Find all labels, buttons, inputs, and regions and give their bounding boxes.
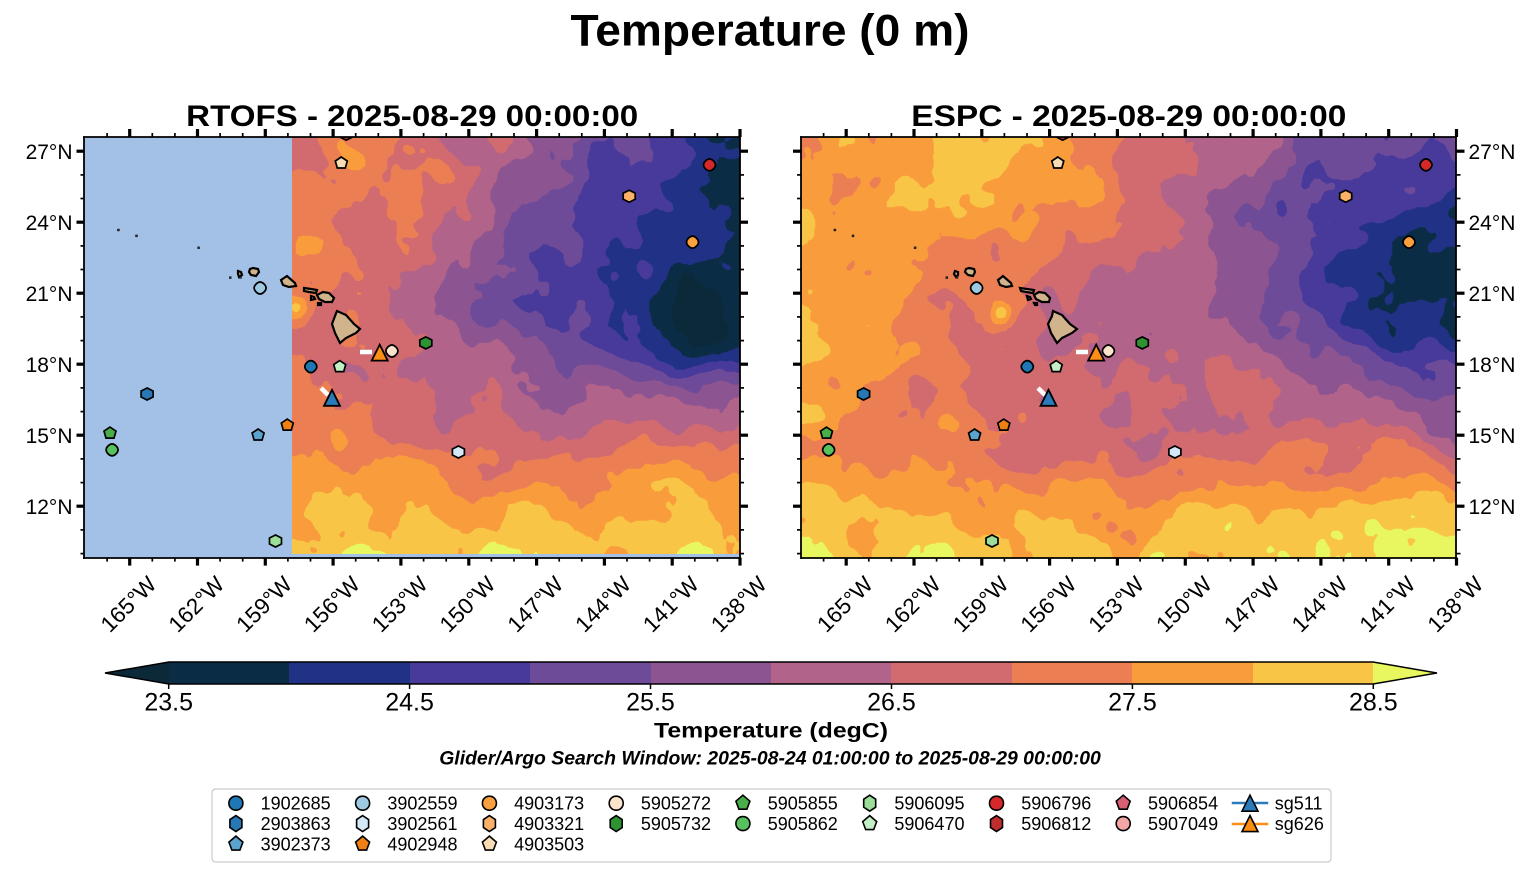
svg-text:24°N: 24°N xyxy=(1469,212,1516,235)
svg-text:15°N: 15°N xyxy=(1469,425,1516,448)
svg-text:sg511: sg511 xyxy=(1275,794,1323,814)
svg-text:27.5: 27.5 xyxy=(1108,689,1157,717)
svg-text:5906095: 5906095 xyxy=(894,794,964,814)
svg-text:24.5: 24.5 xyxy=(385,689,434,717)
svg-text:3902559: 3902559 xyxy=(387,794,457,814)
svg-text:25.5: 25.5 xyxy=(626,689,675,717)
svg-text:12°N: 12°N xyxy=(26,496,73,519)
svg-text:27°N: 27°N xyxy=(26,141,73,164)
svg-text:5906812: 5906812 xyxy=(1021,814,1091,834)
svg-text:28.5: 28.5 xyxy=(1349,689,1398,717)
svg-text:26.5: 26.5 xyxy=(867,689,916,717)
svg-text:4903173: 4903173 xyxy=(514,794,584,814)
svg-text:5905855: 5905855 xyxy=(768,794,838,814)
svg-text:24°N: 24°N xyxy=(26,212,73,235)
svg-text:ESPC - 2025-08-29 00:00:00: ESPC - 2025-08-29 00:00:00 xyxy=(911,100,1346,133)
svg-text:15°N: 15°N xyxy=(26,425,73,448)
svg-text:RTOFS - 2025-08-29 00:00:00: RTOFS - 2025-08-29 00:00:00 xyxy=(186,100,638,133)
svg-text:Temperature (degC): Temperature (degC) xyxy=(654,718,888,742)
svg-text:Temperature (0 m): Temperature (0 m) xyxy=(571,7,970,56)
svg-text:21°N: 21°N xyxy=(1469,283,1516,306)
svg-text:5906854: 5906854 xyxy=(1148,794,1218,814)
svg-text:4902948: 4902948 xyxy=(387,835,457,855)
svg-text:4903503: 4903503 xyxy=(514,835,584,855)
svg-text:2903863: 2903863 xyxy=(261,814,331,834)
svg-text:23.5: 23.5 xyxy=(144,689,193,717)
svg-text:21°N: 21°N xyxy=(26,283,73,306)
svg-text:5906796: 5906796 xyxy=(1021,794,1091,814)
svg-text:5905732: 5905732 xyxy=(641,814,711,834)
svg-text:sg626: sg626 xyxy=(1275,814,1324,834)
svg-text:4903321: 4903321 xyxy=(514,814,584,834)
svg-text:5905272: 5905272 xyxy=(641,794,711,814)
svg-text:18°N: 18°N xyxy=(1469,354,1516,377)
svg-text:12°N: 12°N xyxy=(1469,496,1516,519)
svg-text:1902685: 1902685 xyxy=(261,794,331,814)
svg-text:Glider/Argo Search Window: 202: Glider/Argo Search Window: 2025-08-24 01… xyxy=(439,748,1101,770)
svg-text:5906470: 5906470 xyxy=(894,814,964,834)
svg-text:18°N: 18°N xyxy=(26,354,73,377)
svg-text:27°N: 27°N xyxy=(1469,141,1516,164)
svg-text:3902373: 3902373 xyxy=(261,835,331,855)
svg-text:5907049: 5907049 xyxy=(1148,814,1218,834)
svg-text:5905862: 5905862 xyxy=(768,814,838,834)
svg-text:3902561: 3902561 xyxy=(387,814,457,834)
